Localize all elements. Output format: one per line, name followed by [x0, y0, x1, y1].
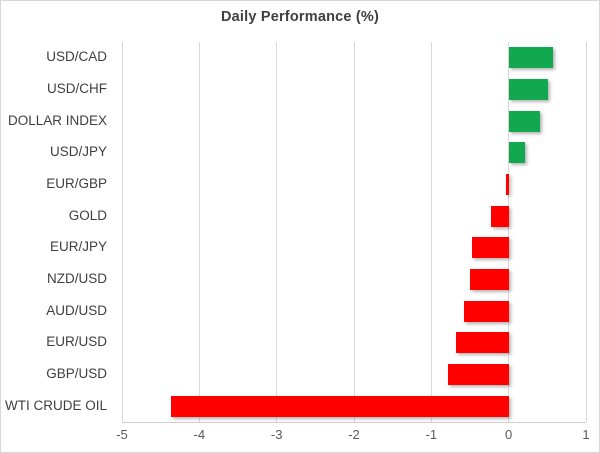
bar-eur-usd	[456, 332, 509, 354]
bar-eur-jpy	[471, 237, 509, 259]
bar-gold	[490, 205, 509, 227]
gridline-0	[508, 42, 510, 422]
category-label-dollar-index: DOLLAR INDEX	[7, 112, 107, 128]
bar-eur-gbp	[505, 174, 509, 195]
category-label-eur-jpy: EUR/JPY	[49, 239, 107, 255]
bar-aud-usd	[463, 300, 509, 322]
gridline--2	[353, 42, 355, 422]
category-label-eur-usd: EUR/USD	[46, 334, 107, 350]
bar-usd-jpy	[508, 142, 525, 164]
gridline--1	[430, 42, 432, 422]
x-tick-label--4: -4	[193, 427, 206, 442]
chart-title: Daily Performance (%)	[220, 9, 380, 25]
x-tick-label-1: 1	[582, 427, 590, 442]
category-label-eur-gbp: EUR/GBP	[46, 176, 107, 191]
x-tick-label--2: -2	[348, 427, 360, 442]
x-tick-label-0: 0	[505, 427, 513, 442]
category-label-wti-crude-oil: WTI CRUDE OIL	[4, 397, 107, 413]
gridline-1	[585, 42, 587, 422]
x-tick-label--1: -1	[425, 427, 438, 442]
category-label-usd-jpy: USD/JPY	[49, 144, 107, 160]
category-label-usd-cad: USD/CAD	[46, 49, 107, 65]
category-label-usd-chf: USD/CHF	[47, 81, 107, 96]
category-axis-labels: USD/CAD USD/CHF DOLLAR INDEX USD/JPY EUR/GBP…	[1, 42, 107, 422]
bar-usd-chf	[508, 79, 549, 100]
gridline--3	[276, 42, 278, 422]
category-label-aud-usd: AUD/USD	[46, 302, 107, 318]
gridline--4	[198, 42, 200, 422]
x-axis-tick-labels: -5 -4 -3 -2 -1 0 1	[1, 427, 599, 445]
gridline--5	[121, 42, 123, 422]
bar-gbp-usd	[447, 364, 509, 385]
category-label-nzd-usd: NZD/USD	[47, 271, 107, 286]
x-tick-label--5: -5	[116, 427, 128, 442]
category-label-gold: GOLD	[68, 207, 107, 223]
category-label-gbp-usd: GBP/USD	[46, 366, 107, 381]
bar-nzd-usd	[470, 269, 509, 290]
plot-area	[121, 42, 587, 423]
bar-wti-crude-oil	[171, 395, 509, 417]
bar-dollar-index	[508, 110, 540, 132]
bar-usd-cad	[508, 47, 553, 69]
x-tick-label--3: -3	[270, 427, 283, 442]
